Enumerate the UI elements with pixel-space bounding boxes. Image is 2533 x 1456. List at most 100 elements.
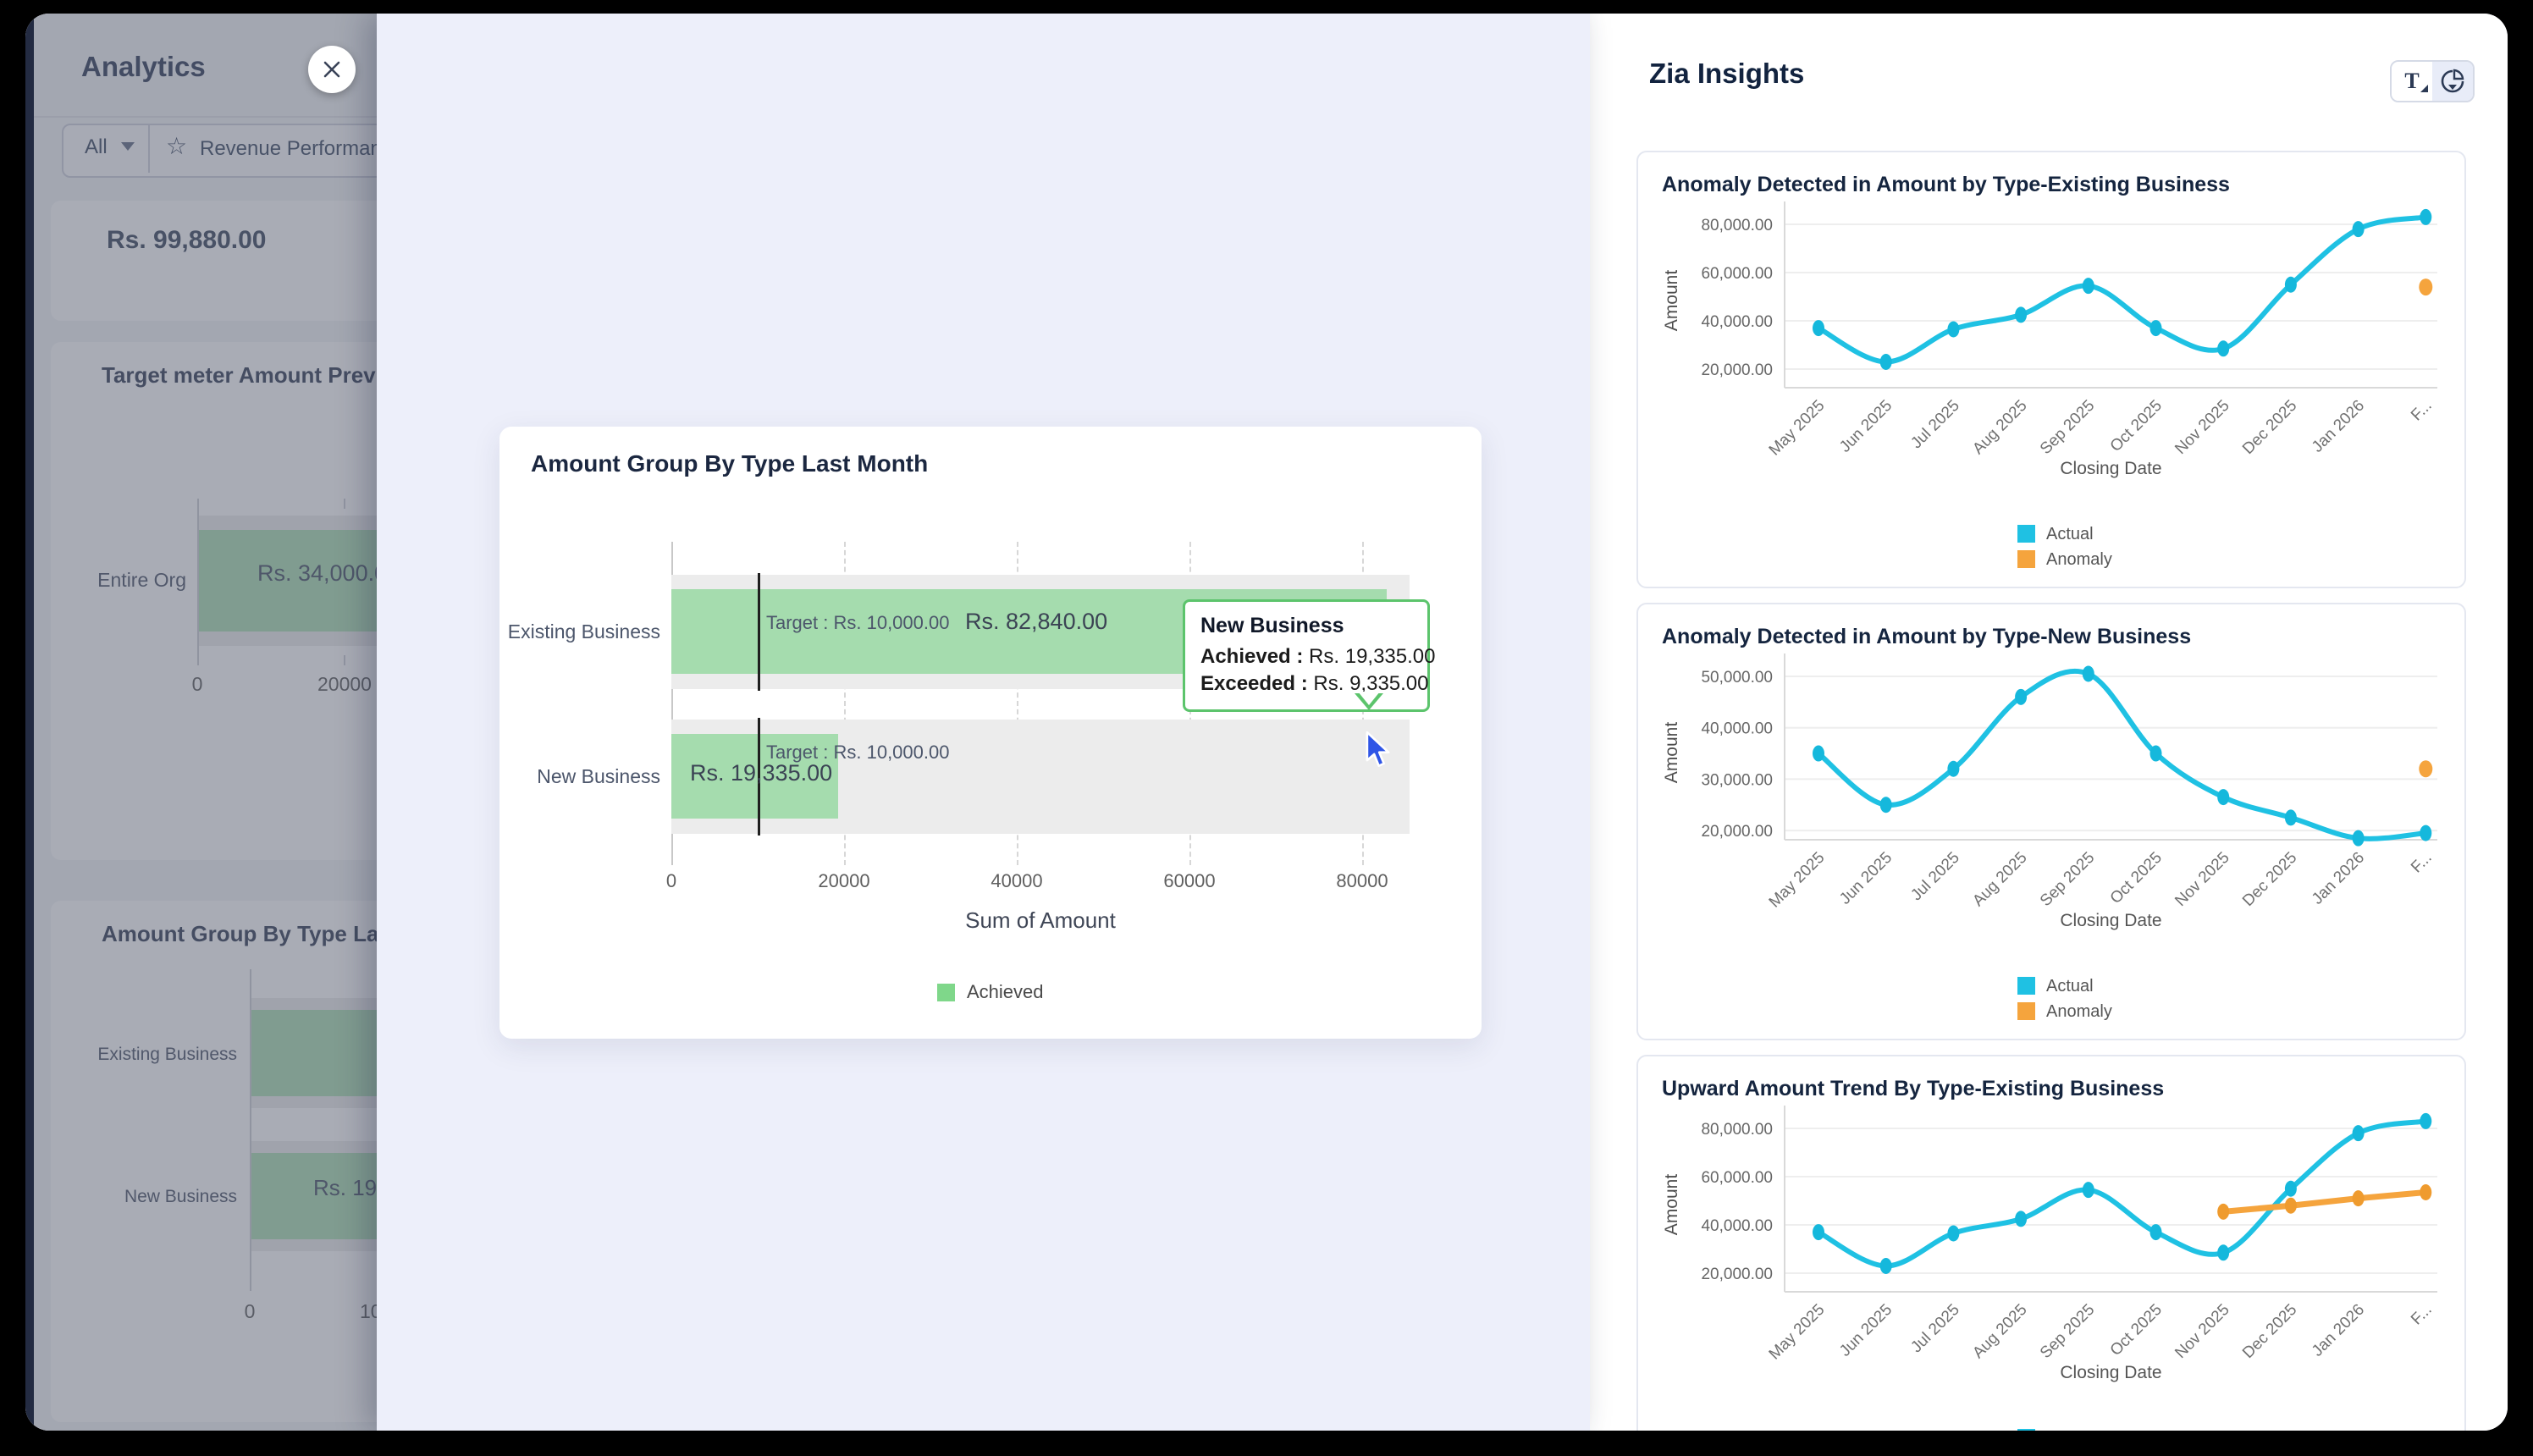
svg-text:Jun 2025: Jun 2025 [1836,1301,1896,1360]
svg-text:Jan 2026: Jan 2026 [2309,849,2368,908]
svg-text:Aug 2025: Aug 2025 [1969,849,2030,910]
svg-text:Closing Date: Closing Date [2060,911,2161,930]
svg-text:80,000.00: 80,000.00 [1701,1121,1773,1139]
text-insight-icon: T [2404,69,2428,94]
chart-insight-button[interactable] [2432,62,2473,101]
svg-text:Aug 2025: Aug 2025 [1969,397,2030,458]
target-line [758,718,760,836]
insight-chart: 20,000.00 30,000.00 40,000.00 50,000.00 Amou… [1638,604,2464,1039]
insight-chart: 20,000.00 40,000.00 60,000.00 80,000.00 Amou… [1638,152,2464,587]
insight-card: Anomaly Detected in Amount by Type-New B… [1636,603,2466,1040]
svg-text:Amount: Amount [1662,1174,1681,1236]
target-label: Target : Rs. 10,000.00 [766,742,950,763]
y-axis-line [671,542,673,865]
dim-overlay [25,14,377,1431]
chart-tooltip: New Business Achieved : Rs. 19,335.00 Ex… [1183,599,1436,712]
insight-card: Upward Amount Trend By Type-Existing Bus… [1636,1055,2466,1431]
row-label: New Business [537,765,660,787]
svg-text:Sep 2025: Sep 2025 [2037,397,2098,458]
bar-value: Rs. 82,840.00 [965,609,1108,634]
svg-text:Sep 2025: Sep 2025 [2037,1301,2098,1362]
legend-chip-achieved [937,983,955,1001]
svg-text:May 2025: May 2025 [1766,397,1829,460]
x-tick: 20000 [818,870,870,891]
target-label: Target : Rs. 10,000.00 [766,612,950,633]
tooltip-title: New Business [1200,614,1344,637]
svg-text:Jul 2025: Jul 2025 [1907,1301,1963,1357]
row-label: Existing Business [507,620,660,643]
svg-text:Sep 2025: Sep 2025 [2037,849,2098,910]
tooltip-row: Exceeded : Rs. 9,335.00 [1200,672,1429,695]
svg-text:Jun 2025: Jun 2025 [1836,849,1896,908]
svg-text:Amount: Amount [1662,722,1681,784]
insight-card-title: Upward Amount Trend By Type-Existing Bus… [1662,1077,2165,1100]
svg-text:Oct 2025: Oct 2025 [2107,1301,2166,1359]
svg-text:80,000.00: 80,000.00 [1701,217,1773,234]
svg-text:20,000.00: 20,000.00 [1701,1266,1773,1283]
achieved-bar[interactable] [671,734,838,819]
insight-card: Anomaly Detected in Amount by Type-Exist… [1636,151,2466,588]
svg-text:50,000.00: 50,000.00 [1701,669,1773,687]
svg-text:Anomaly: Anomaly [2046,550,2112,569]
svg-text:Anomaly: Anomaly [2046,1002,2112,1021]
modal-chart-card: Amount Group By Type Last Month Existing… [499,427,1482,1039]
svg-text:40,000.00: 40,000.00 [1701,313,1773,331]
svg-text:20,000.00: 20,000.00 [1701,361,1773,379]
svg-text:60,000.00: 60,000.00 [1701,265,1773,283]
svg-text:Oct 2025: Oct 2025 [2107,849,2166,907]
svg-text:F...: F... [2408,849,2436,877]
legend: Achieved [937,981,1044,1003]
x-tick: 80000 [1336,870,1388,891]
svg-text:Jul 2025: Jul 2025 [1907,397,1963,453]
app-window: Analytics All ☆ Revenue Performance Rs. … [25,14,2508,1431]
svg-text:Aug 2025: Aug 2025 [1969,1301,2030,1362]
text-insight-button[interactable]: T [2392,62,2432,101]
svg-text:Closing Date: Closing Date [2060,459,2161,478]
gridline [1017,542,1018,865]
svg-text:Nov 2025: Nov 2025 [2172,849,2232,910]
svg-text:40,000.00: 40,000.00 [1701,1217,1773,1235]
svg-text:Dec 2025: Dec 2025 [2239,849,2300,910]
svg-text:Actual: Actual [2046,1429,2094,1431]
target-line [758,573,760,691]
svg-text:40,000.00: 40,000.00 [1701,720,1773,738]
svg-text:Nov 2025: Nov 2025 [2172,397,2232,458]
panel-title: Zia Insights [1649,58,1805,89]
insight-view-toggle: T [2390,60,2475,102]
svg-text:20,000.00: 20,000.00 [1701,823,1773,841]
svg-text:May 2025: May 2025 [1766,849,1829,912]
bar-value: Rs. 19,335.00 [690,760,833,786]
zia-insights-panel: Zia Insights T Anomaly Detected in Amoun… [1590,14,2508,1431]
x-tick: 60000 [1163,870,1216,891]
svg-text:Dec 2025: Dec 2025 [2239,397,2300,458]
svg-text:May 2025: May 2025 [1766,1301,1829,1364]
svg-text:Dec 2025: Dec 2025 [2239,1301,2300,1362]
gridline [844,542,846,865]
svg-text:Nov 2025: Nov 2025 [2172,1301,2232,1362]
svg-text:Amount: Amount [1662,270,1681,332]
svg-text:30,000.00: 30,000.00 [1701,771,1773,789]
modal-backdrop: Amount Group By Type Last Month Existing… [377,14,1590,1431]
tooltip-row: Achieved : Rs. 19,335.00 [1200,645,1436,668]
x-tick: 40000 [991,870,1043,891]
x-axis-title: Sum of Amount [965,907,1116,933]
svg-text:Jan 2026: Jan 2026 [2309,1301,2368,1360]
tooltip-pointer [1358,692,1380,705]
chart-title: Amount Group By Type Last Month [531,450,929,477]
svg-text:Jan 2026: Jan 2026 [2309,397,2368,456]
bar-row: New Business Target : Rs. 10,000.00 Rs. … [537,718,1482,836]
insight-card-title: Anomaly Detected in Amount by Type-New B… [1662,625,2192,648]
svg-text:Closing Date: Closing Date [2060,1363,2161,1382]
mouse-cursor-icon [1365,731,1390,773]
svg-text:Actual: Actual [2046,977,2094,995]
svg-text:F...: F... [2408,397,2436,425]
svg-text:Jul 2025: Jul 2025 [1907,849,1963,905]
svg-text:F...: F... [2408,1301,2436,1329]
x-tick: 0 [665,870,677,891]
close-button[interactable] [308,46,356,93]
svg-text:Jun 2025: Jun 2025 [1836,397,1896,456]
pie-chart-icon [2441,69,2464,93]
svg-text:Oct 2025: Oct 2025 [2107,397,2166,455]
legend-label: Achieved [967,981,1044,1002]
nav-rail [25,14,34,1431]
